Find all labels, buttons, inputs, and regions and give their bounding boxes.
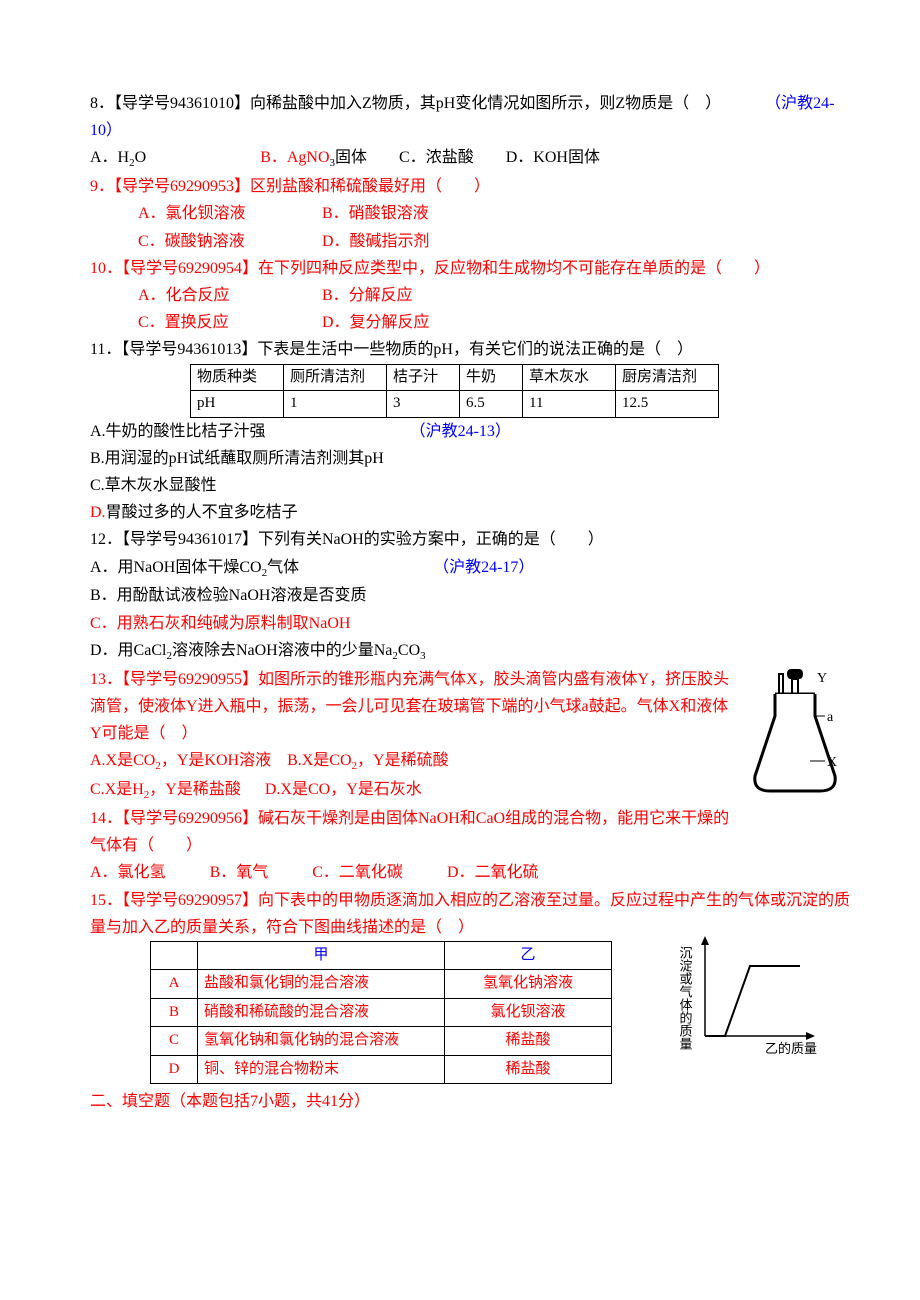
label-Y: Y: [817, 671, 827, 686]
q8-optB-prefix: B．AgNO: [260, 149, 329, 166]
q12-optD: D．用CaCl2溶液除去NaOH溶液中的少量Na2CO3: [90, 637, 850, 666]
graph-xlabel: 乙的质量: [765, 1041, 817, 1056]
flask-icon: Y a X: [745, 666, 845, 801]
q11-optD: D.胃酸过多的人不宜多吃桔子: [90, 499, 850, 526]
q12-optA-row: A．用NaOH固体干燥CO2气体 （沪教24-17）: [90, 554, 850, 583]
table-row: C氢氧化钠和氯化钠的混合溶液稀盐酸: [151, 1027, 612, 1056]
question-14: 14．【导学号69290956】碱石灰干燥剂是由固体NaOH和CaO组成的混合物…: [90, 805, 850, 859]
table-row: D铜、锌的混合物粉末稀盐酸: [151, 1055, 612, 1084]
q13-optA: A.X是CO2，Y是KOH溶液: [90, 752, 271, 769]
table-row: pH 1 3 6.5 11 12.5: [191, 391, 719, 418]
q12-ref: （沪教24-17）: [433, 559, 534, 576]
table-row: 物质种类 厕所清洁剂 桔子汁 牛奶 草木灰水 厨房清洁剂: [191, 364, 719, 391]
q14-optC: C．二氧化碳: [312, 859, 403, 886]
q9-row1: A．氯化钡溶液 B．硝酸银溶液: [90, 200, 850, 227]
q11-ref: （沪教24-13）: [410, 423, 511, 440]
q10-optA: A．化合反应: [138, 282, 318, 309]
q8-optD: D．KOH固体: [506, 149, 600, 166]
table-row: B硝酸和稀硫酸的混合溶液氯化钡溶液: [151, 998, 612, 1027]
q12-optC: C．用熟石灰和纯碱为原料制取NaOH: [90, 610, 850, 637]
q12-optB: B．用酚酞试液检验NaOH溶液是否变质: [90, 582, 850, 609]
question-13: 13．【导学号69290955】如图所示的锥形瓶内充满气体X，胶头滴管内盛有液体…: [90, 666, 850, 748]
q13-row2: C.X是H2，Y是稀盐酸 D.X是CO，Y是石灰水: [90, 776, 850, 805]
question-10: 10．【导学号69290954】在下列四种反应类型中，反应物和生成物均不可能存在…: [90, 255, 850, 282]
q13-row1: A.X是CO2，Y是KOH溶液 B.X是CO2，Y是稀硫酸: [90, 747, 850, 776]
q14-options: A．氯化氢 B．氧气 C．二氧化碳 D．二氧化硫: [90, 859, 850, 886]
q11-optC: C.草木灰水显酸性: [90, 472, 850, 499]
q11-table: 物质种类 厕所清洁剂 桔子汁 牛奶 草木灰水 厨房清洁剂 pH 1 3 6.5 …: [190, 364, 719, 418]
q9-optA: A．氯化钡溶液: [138, 200, 318, 227]
label-X: X: [827, 755, 837, 770]
q9-optD: D．酸碱指示剂: [322, 233, 430, 250]
q11-optA-row: A.牛奶的酸性比桔子汁强 （沪教24-13）: [90, 418, 850, 445]
q15-table: 甲 乙 A盐酸和氯化铜的混合溶液氢氧化钠溶液 B硝酸和稀硫酸的混合溶液氯化钡溶液…: [150, 941, 612, 1085]
label-a: a: [827, 710, 834, 725]
q10-optC: C．置换反应: [138, 309, 318, 336]
graph-ylabel: 沉淀或气体的质量: [680, 946, 693, 1050]
table-row: 甲 乙: [151, 941, 612, 970]
q8-optA: A．H2O: [90, 149, 146, 166]
q10-optD: D．复分解反应: [322, 314, 430, 331]
question-12: 12．【导学号94361017】下列有关NaOH的实验方案中，正确的是（ ）: [90, 526, 850, 553]
graph-icon: 沉淀或气体的质量 乙的质量: [680, 931, 850, 1061]
q9-row2: C．碳酸钠溶液 D．酸碱指示剂: [90, 228, 850, 255]
question-11: 11．【导学号94361013】下表是生活中一些物质的pH，有关它们的说法正确的…: [90, 336, 850, 363]
q10-optB: B．分解反应: [322, 287, 413, 304]
table-row: A盐酸和氯化铜的混合溶液氢氧化钠溶液: [151, 970, 612, 999]
question-9: 9．【导学号69290953】区别盐酸和稀硫酸最好用（ ）: [90, 173, 850, 200]
q13-optB: B.X是CO2，Y是稀硫酸: [287, 752, 449, 769]
q11-optA: A.牛奶的酸性比桔子汁强: [90, 423, 266, 440]
q8-options: A．H2O B．AgNO3固体 C．浓盐酸 D．KOH固体: [90, 144, 850, 173]
q8-optC: C．浓盐酸: [399, 149, 474, 166]
flask-figure: Y a X: [740, 666, 850, 810]
q13-optD: D.X是CO，Y是石灰水: [265, 781, 422, 798]
q10-row2: C．置换反应 D．复分解反应: [90, 309, 850, 336]
q14-optD: D．二氧化硫: [447, 859, 539, 886]
question-8: 8．【导学号94361010】向稀盐酸中加入Z物质，其pH变化情况如图所示，则Z…: [90, 90, 850, 144]
q13-optC: C.X是H2，Y是稀盐酸: [90, 781, 241, 798]
section-2-heading: 二、填空题（本题包括7小题，共41分）: [90, 1088, 850, 1115]
q14-optA: A．氯化氢: [90, 859, 166, 886]
q15-graph: 沉淀或气体的质量 乙的质量: [680, 931, 850, 1070]
q12-optA: A．用NaOH固体干燥CO2气体: [90, 559, 299, 576]
q8-text: 8．【导学号94361010】向稀盐酸中加入Z物质，其pH变化情况如图所示，则Z…: [90, 95, 721, 112]
q9-optC: C．碳酸钠溶液: [138, 228, 318, 255]
q14-optB: B．氧气: [210, 859, 269, 886]
q11-optB: B.用润湿的pH试纸蘸取厕所清洁剂测其pH: [90, 445, 850, 472]
q9-optB: B．硝酸银溶液: [322, 205, 429, 222]
q10-row1: A．化合反应 B．分解反应: [90, 282, 850, 309]
